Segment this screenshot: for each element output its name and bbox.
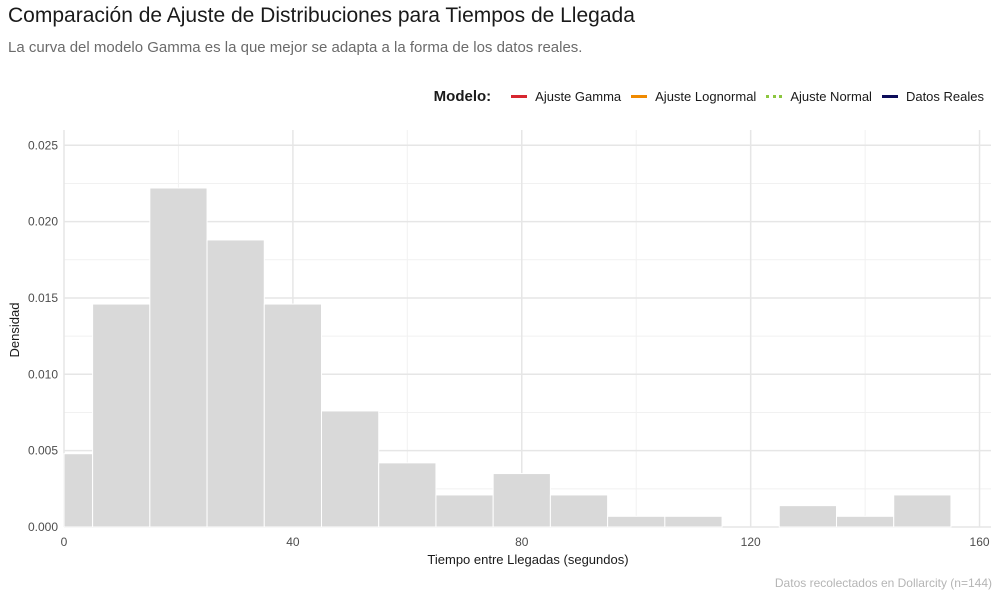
legend-key-gamma	[511, 95, 528, 98]
chart-caption: Datos recolectados en Dollarcity (n=144)	[774, 576, 992, 590]
legend-key-datos-reales	[881, 95, 898, 98]
histogram-bar	[321, 410, 380, 528]
x-tick-label: 40	[286, 535, 300, 549]
legend-item-datos-reales: Datos Reales	[881, 89, 984, 104]
legend-key-normal	[766, 95, 783, 98]
bars-layer	[63, 187, 952, 528]
legend-title: Modelo:	[433, 88, 492, 105]
histogram-bar	[92, 303, 151, 528]
legend-item-normal: Ajuste Normal	[766, 89, 872, 104]
histogram-bar	[778, 505, 837, 528]
legend: Modelo: Ajuste Gamma Ajuste Lognormal Aj…	[434, 88, 984, 105]
histogram-bar	[836, 515, 895, 528]
x-axis-title: Tiempo entre Llegadas (segundos)	[427, 552, 628, 567]
y-tick-label: 0.000	[28, 520, 58, 534]
x-tick-label: 120	[741, 535, 761, 549]
y-tick-label: 0.015	[28, 291, 58, 305]
y-axis-title: Densidad	[7, 303, 22, 358]
legend-label-normal: Ajuste Normal	[790, 89, 872, 104]
histogram-bar	[549, 494, 609, 528]
histogram-bar	[893, 494, 952, 528]
legend-key-lognormal	[631, 95, 648, 98]
legend-item-gamma: Ajuste Gamma	[511, 89, 621, 104]
histogram-bar	[607, 515, 666, 528]
histogram-bar	[63, 453, 94, 528]
histogram-bar	[149, 187, 208, 528]
histogram-bar	[435, 494, 494, 528]
histogram-bar	[378, 462, 437, 528]
chart-subtitle: La curva del modelo Gamma es la que mejo…	[8, 39, 583, 56]
legend-label-lognormal: Ajuste Lognormal	[655, 89, 757, 104]
y-tick-label: 0.025	[28, 138, 58, 152]
x-tick-label: 160	[970, 535, 990, 549]
histogram-bar	[263, 303, 322, 528]
legend-label-datos-reales: Datos Reales	[905, 89, 984, 104]
x-tick-label: 0	[61, 535, 68, 549]
legend-label-gamma: Ajuste Gamma	[535, 89, 622, 104]
ticks-layer: 0 40 80 120 160 0.000 0.005 0.010 0.015 0.020 0.02…	[28, 138, 990, 549]
x-tick-label: 80	[515, 535, 529, 549]
histogram-bar	[492, 473, 551, 528]
histogram-bar	[664, 515, 723, 528]
histogram-bar	[206, 239, 265, 528]
y-tick-label: 0.005	[28, 444, 58, 458]
y-tick-label: 0.020	[28, 215, 58, 229]
chart-title: Comparación de Ajuste de Distribuciones …	[8, 4, 635, 27]
y-tick-label: 0.010	[28, 367, 58, 381]
legend-item-lognormal: Ajuste Lognormal	[631, 89, 756, 104]
